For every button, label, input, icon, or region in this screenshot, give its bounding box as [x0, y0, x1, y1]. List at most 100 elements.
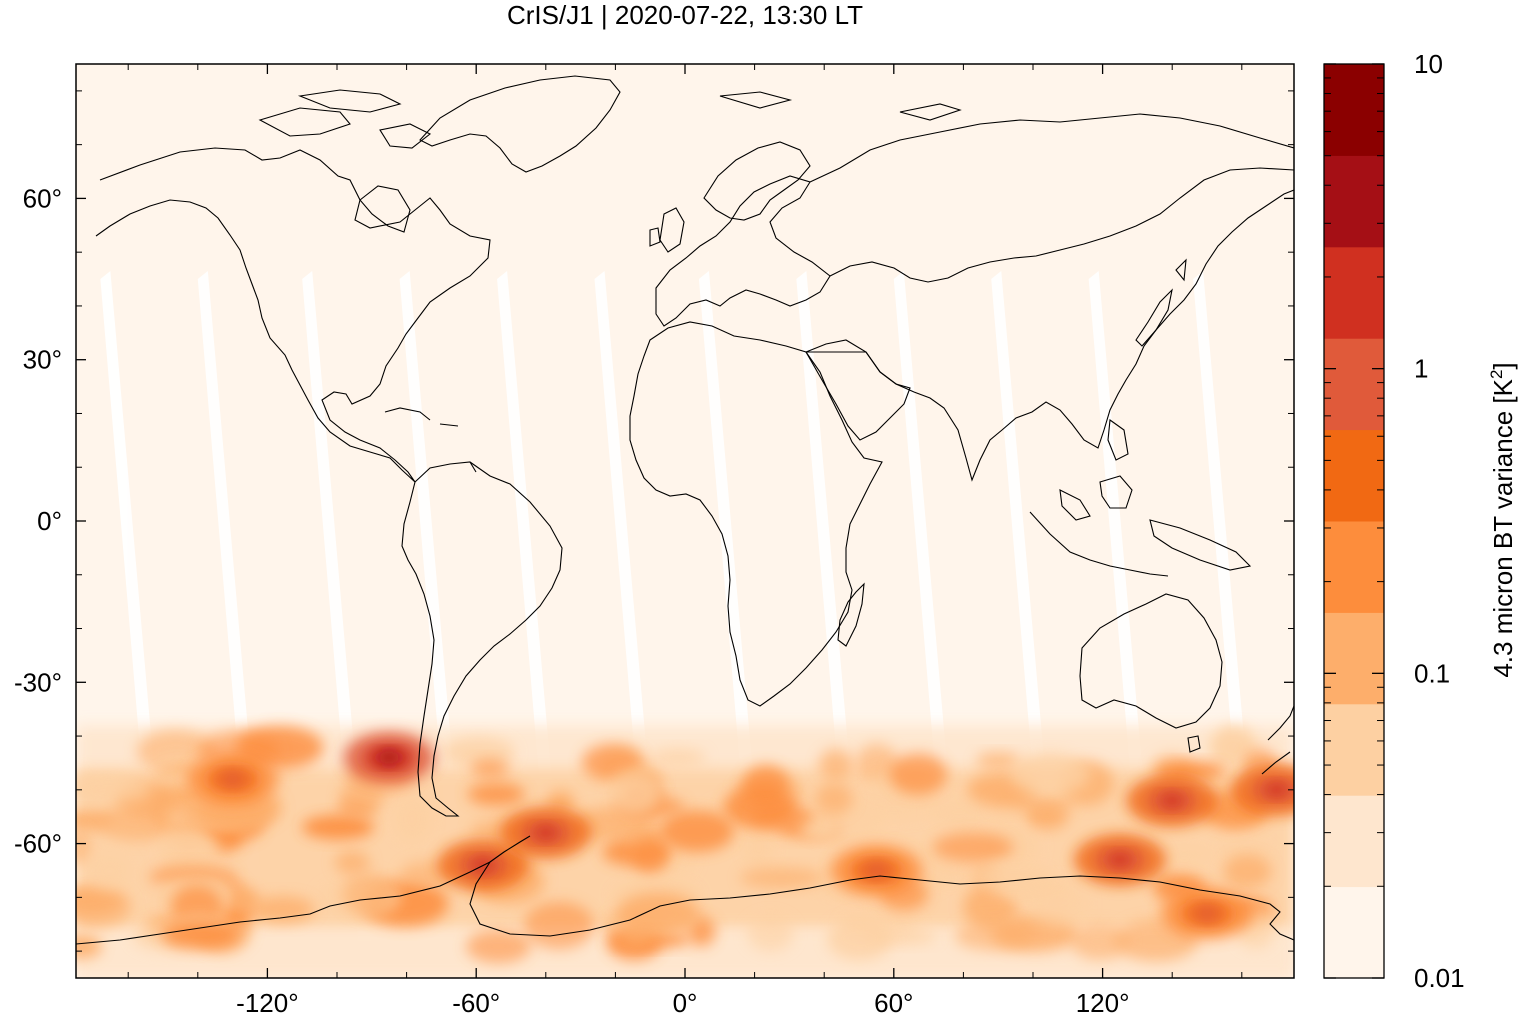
colorbar-segment — [1324, 155, 1384, 248]
field-blob — [157, 828, 220, 868]
field-blob — [633, 836, 668, 876]
field-blob — [1029, 879, 1088, 928]
field-blob — [888, 753, 948, 795]
variance-field — [76, 725, 1294, 978]
colorbar-segment — [1324, 521, 1384, 613]
x-tick-label: 120° — [1076, 988, 1130, 1018]
field-blob — [929, 797, 988, 828]
field-hotspot-core — [1264, 782, 1289, 797]
y-tick-label: 0° — [37, 506, 62, 536]
colorbar-tick-label: 10 — [1414, 49, 1443, 79]
coast-caribbean — [384, 407, 477, 473]
field-blob — [88, 852, 132, 891]
colorbar-segment — [1324, 64, 1384, 156]
field-blob — [465, 929, 531, 964]
field-blob — [660, 810, 734, 853]
coast-greenland — [419, 75, 621, 173]
colorbar-label: 4.3 micron BT variance [K2] — [1487, 362, 1518, 677]
colorbar-segment — [1324, 429, 1384, 522]
field-blob — [814, 782, 854, 815]
colorbar-segment — [1324, 886, 1384, 979]
colorbar-tick-label: 1 — [1414, 354, 1428, 384]
coastlines — [76, 75, 1294, 945]
map-area — [76, 64, 1294, 978]
field-hotspot-core — [377, 750, 402, 765]
x-tick-label: 60° — [874, 988, 913, 1018]
field-blob — [739, 867, 823, 889]
field-blob — [615, 892, 701, 936]
coast-madagascar — [837, 582, 865, 647]
coast-arctic-russia — [719, 91, 1294, 183]
field-blob — [608, 771, 662, 816]
x-tick-label: -60° — [452, 988, 500, 1018]
field-blob — [747, 915, 794, 952]
field-blob — [342, 872, 395, 916]
field-blob — [751, 803, 814, 829]
x-tick-label: 0° — [673, 988, 698, 1018]
field-blob — [467, 782, 525, 806]
colorbar-label-text: 4.3 micron BT variance [K — [1488, 378, 1518, 677]
field-blob — [743, 823, 775, 870]
field-blob — [76, 775, 152, 806]
field-blob — [76, 887, 132, 928]
y-tick-label: -30° — [14, 667, 62, 697]
field-hotspot-core — [533, 825, 558, 840]
field-blob — [76, 934, 102, 959]
field-blob — [818, 748, 854, 781]
colorbar-segment — [1324, 703, 1384, 796]
field-blob — [954, 920, 1035, 951]
colorbar: 10 1 0.1 0.01 — [1323, 49, 1465, 993]
field-blob — [932, 832, 1014, 863]
field-blob — [523, 901, 595, 950]
colorbar-tick-label: 0.1 — [1414, 658, 1450, 688]
coast-japan — [1135, 258, 1187, 347]
field-blob — [743, 764, 789, 804]
coast-tasmania — [1187, 735, 1201, 753]
field-blob — [161, 920, 240, 950]
field-blob — [301, 814, 375, 840]
field-blob — [470, 759, 510, 778]
coast-asia — [805, 167, 1294, 482]
field-hotspot-core — [220, 772, 245, 787]
field-blob — [76, 828, 91, 865]
coast-antarctic-peninsula — [489, 835, 531, 863]
y-tick-label: 60° — [23, 183, 62, 213]
field-hotspot-core — [1195, 906, 1219, 921]
colorbar-tick-label: 0.01 — [1414, 963, 1465, 993]
field-hotspot-core — [864, 863, 889, 878]
field-blob — [649, 748, 707, 767]
field-blob — [1070, 923, 1129, 960]
coast-new-zealand — [1261, 705, 1294, 775]
field-blob — [1010, 753, 1090, 796]
coast-europe — [655, 175, 831, 327]
colorbar-segment — [1324, 612, 1384, 705]
chart-title: CrIS/J1 | 2020-07-22, 13:30 LT — [507, 0, 863, 30]
colorbar-label-suffix: ] — [1488, 362, 1518, 369]
coast-scandinavia — [703, 141, 811, 221]
colorbar-segment — [1324, 246, 1384, 339]
field-blob — [991, 794, 1075, 814]
colorbar-segment — [1324, 338, 1384, 431]
field-blob — [1209, 725, 1257, 769]
coast-antarctica — [76, 860, 1294, 945]
field-hotspot-core — [1108, 852, 1132, 867]
coast-indonesia — [1029, 419, 1252, 577]
field-blob — [826, 917, 893, 960]
field-blob — [1155, 846, 1213, 865]
field-blob — [971, 864, 1057, 889]
field-blob — [231, 888, 261, 913]
axes: -120° -60° 0° 60° 120° 60° 30° 0° -30° -60° — [14, 64, 1294, 1018]
coast-australia — [1079, 593, 1223, 729]
coast-arabia — [805, 351, 911, 441]
colorbar-label-superscript: 2 — [1487, 370, 1506, 379]
y-tick-label: 30° — [23, 345, 62, 375]
field-blob — [801, 805, 887, 841]
y-tick-label: -60° — [14, 829, 62, 859]
field-blob — [153, 752, 201, 770]
x-tick-label: -120° — [236, 988, 298, 1018]
coast-hudson-bay — [359, 185, 411, 233]
field-blob — [988, 808, 1024, 829]
coast-south-america — [401, 461, 563, 817]
